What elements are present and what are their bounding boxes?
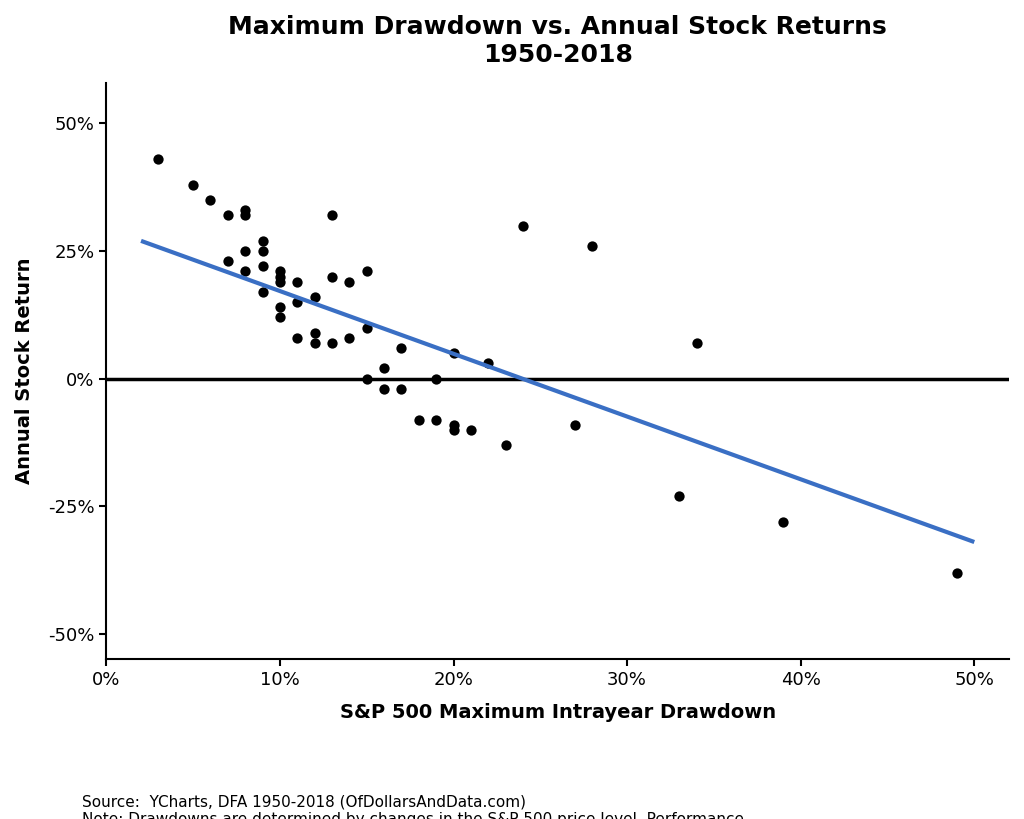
- Point: [358, 265, 375, 278]
- Point: [271, 301, 288, 314]
- Point: [515, 219, 531, 232]
- Point: [445, 423, 462, 437]
- Point: [445, 418, 462, 431]
- Point: [393, 382, 410, 396]
- Point: [775, 515, 792, 528]
- Point: [480, 357, 497, 370]
- Point: [428, 413, 444, 426]
- Point: [254, 234, 270, 247]
- Point: [393, 342, 410, 355]
- Point: [237, 209, 253, 222]
- Point: [185, 179, 202, 192]
- Point: [567, 418, 584, 431]
- Point: [271, 311, 288, 324]
- Y-axis label: Annual Stock Return: Annual Stock Return: [15, 258, 34, 484]
- Point: [324, 209, 340, 222]
- Point: [428, 372, 444, 385]
- Point: [289, 332, 305, 345]
- Point: [254, 245, 270, 258]
- Point: [237, 204, 253, 217]
- Text: Source:  YCharts, DFA 1950-2018 (OfDollarsAndData.com)
Note: Drawdowns are deter: Source: YCharts, DFA 1950-2018 (OfDollar…: [82, 794, 743, 819]
- Point: [306, 326, 323, 339]
- Point: [376, 382, 392, 396]
- Point: [237, 245, 253, 258]
- Point: [151, 152, 167, 165]
- Point: [445, 346, 462, 360]
- Point: [219, 209, 236, 222]
- Point: [289, 296, 305, 309]
- Point: [271, 265, 288, 278]
- Point: [237, 265, 253, 278]
- Point: [341, 275, 357, 288]
- Point: [254, 260, 270, 273]
- Point: [498, 438, 514, 451]
- Point: [584, 239, 600, 252]
- X-axis label: S&P 500 Maximum Intrayear Drawdown: S&P 500 Maximum Intrayear Drawdown: [340, 703, 776, 722]
- Point: [306, 337, 323, 350]
- Point: [411, 413, 427, 426]
- Point: [271, 275, 288, 288]
- Point: [358, 372, 375, 385]
- Point: [948, 566, 965, 579]
- Point: [688, 337, 705, 350]
- Point: [289, 275, 305, 288]
- Point: [271, 270, 288, 283]
- Point: [254, 285, 270, 298]
- Point: [341, 332, 357, 345]
- Point: [203, 193, 219, 206]
- Point: [306, 291, 323, 304]
- Point: [671, 490, 687, 503]
- Point: [463, 423, 479, 437]
- Point: [324, 337, 340, 350]
- Point: [219, 255, 236, 268]
- Title: Maximum Drawdown vs. Annual Stock Returns
1950-2018: Maximum Drawdown vs. Annual Stock Return…: [228, 15, 887, 67]
- Point: [324, 270, 340, 283]
- Point: [376, 362, 392, 375]
- Point: [358, 321, 375, 334]
